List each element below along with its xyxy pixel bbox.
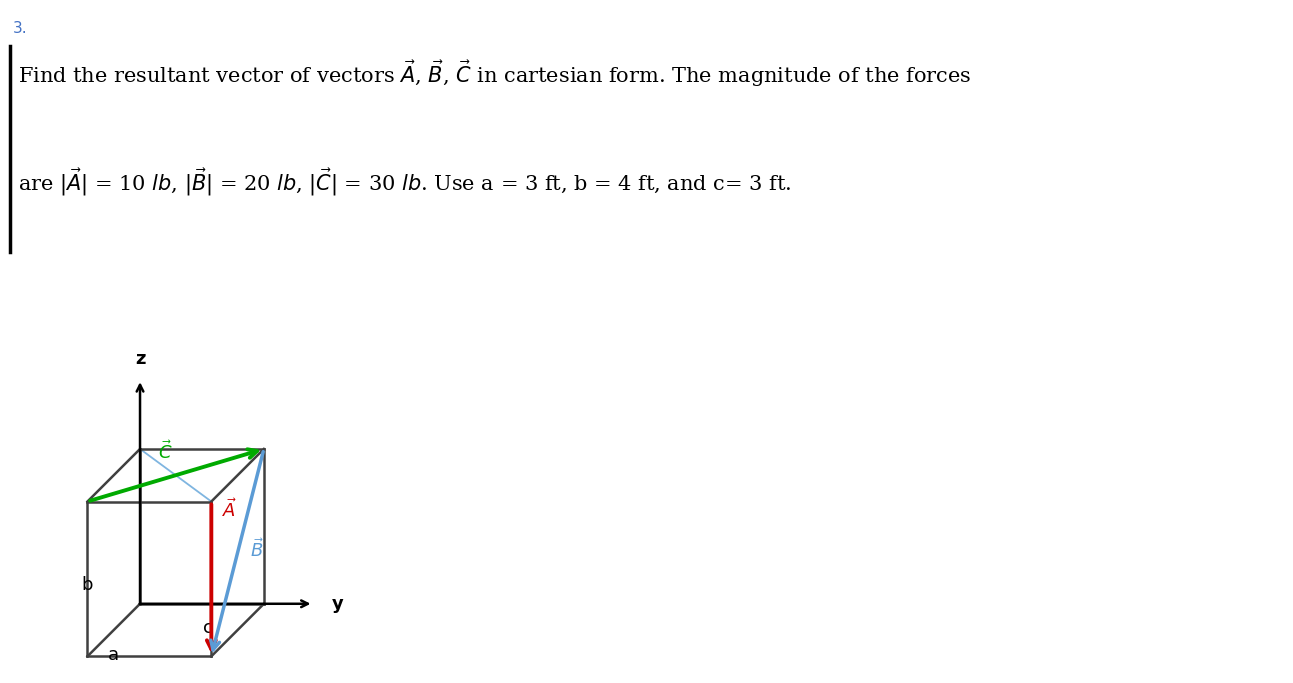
Text: $\vec{C}$: $\vec{C}$ bbox=[158, 440, 172, 463]
Text: are $|\vec{A}|$ = 10 $lb$, $|\vec{B}|$ = 20 $lb$, $|\vec{C}|$ = 30 $lb$. Use a =: are $|\vec{A}|$ = 10 $lb$, $|\vec{B}|$ =… bbox=[18, 166, 791, 198]
Text: y: y bbox=[332, 595, 344, 613]
Text: $\vec{A}$: $\vec{A}$ bbox=[222, 499, 238, 521]
Text: 3.: 3. bbox=[13, 21, 27, 36]
Text: c: c bbox=[203, 619, 213, 637]
Text: a: a bbox=[109, 645, 119, 663]
Text: b: b bbox=[81, 576, 92, 594]
Text: $\vec{B}$: $\vec{B}$ bbox=[250, 538, 264, 561]
Text: Find the resultant vector of vectors $\vec{A}$, $\vec{B}$, $\vec{C}$ in cartesia: Find the resultant vector of vectors $\v… bbox=[18, 58, 971, 89]
Text: z: z bbox=[134, 350, 145, 368]
